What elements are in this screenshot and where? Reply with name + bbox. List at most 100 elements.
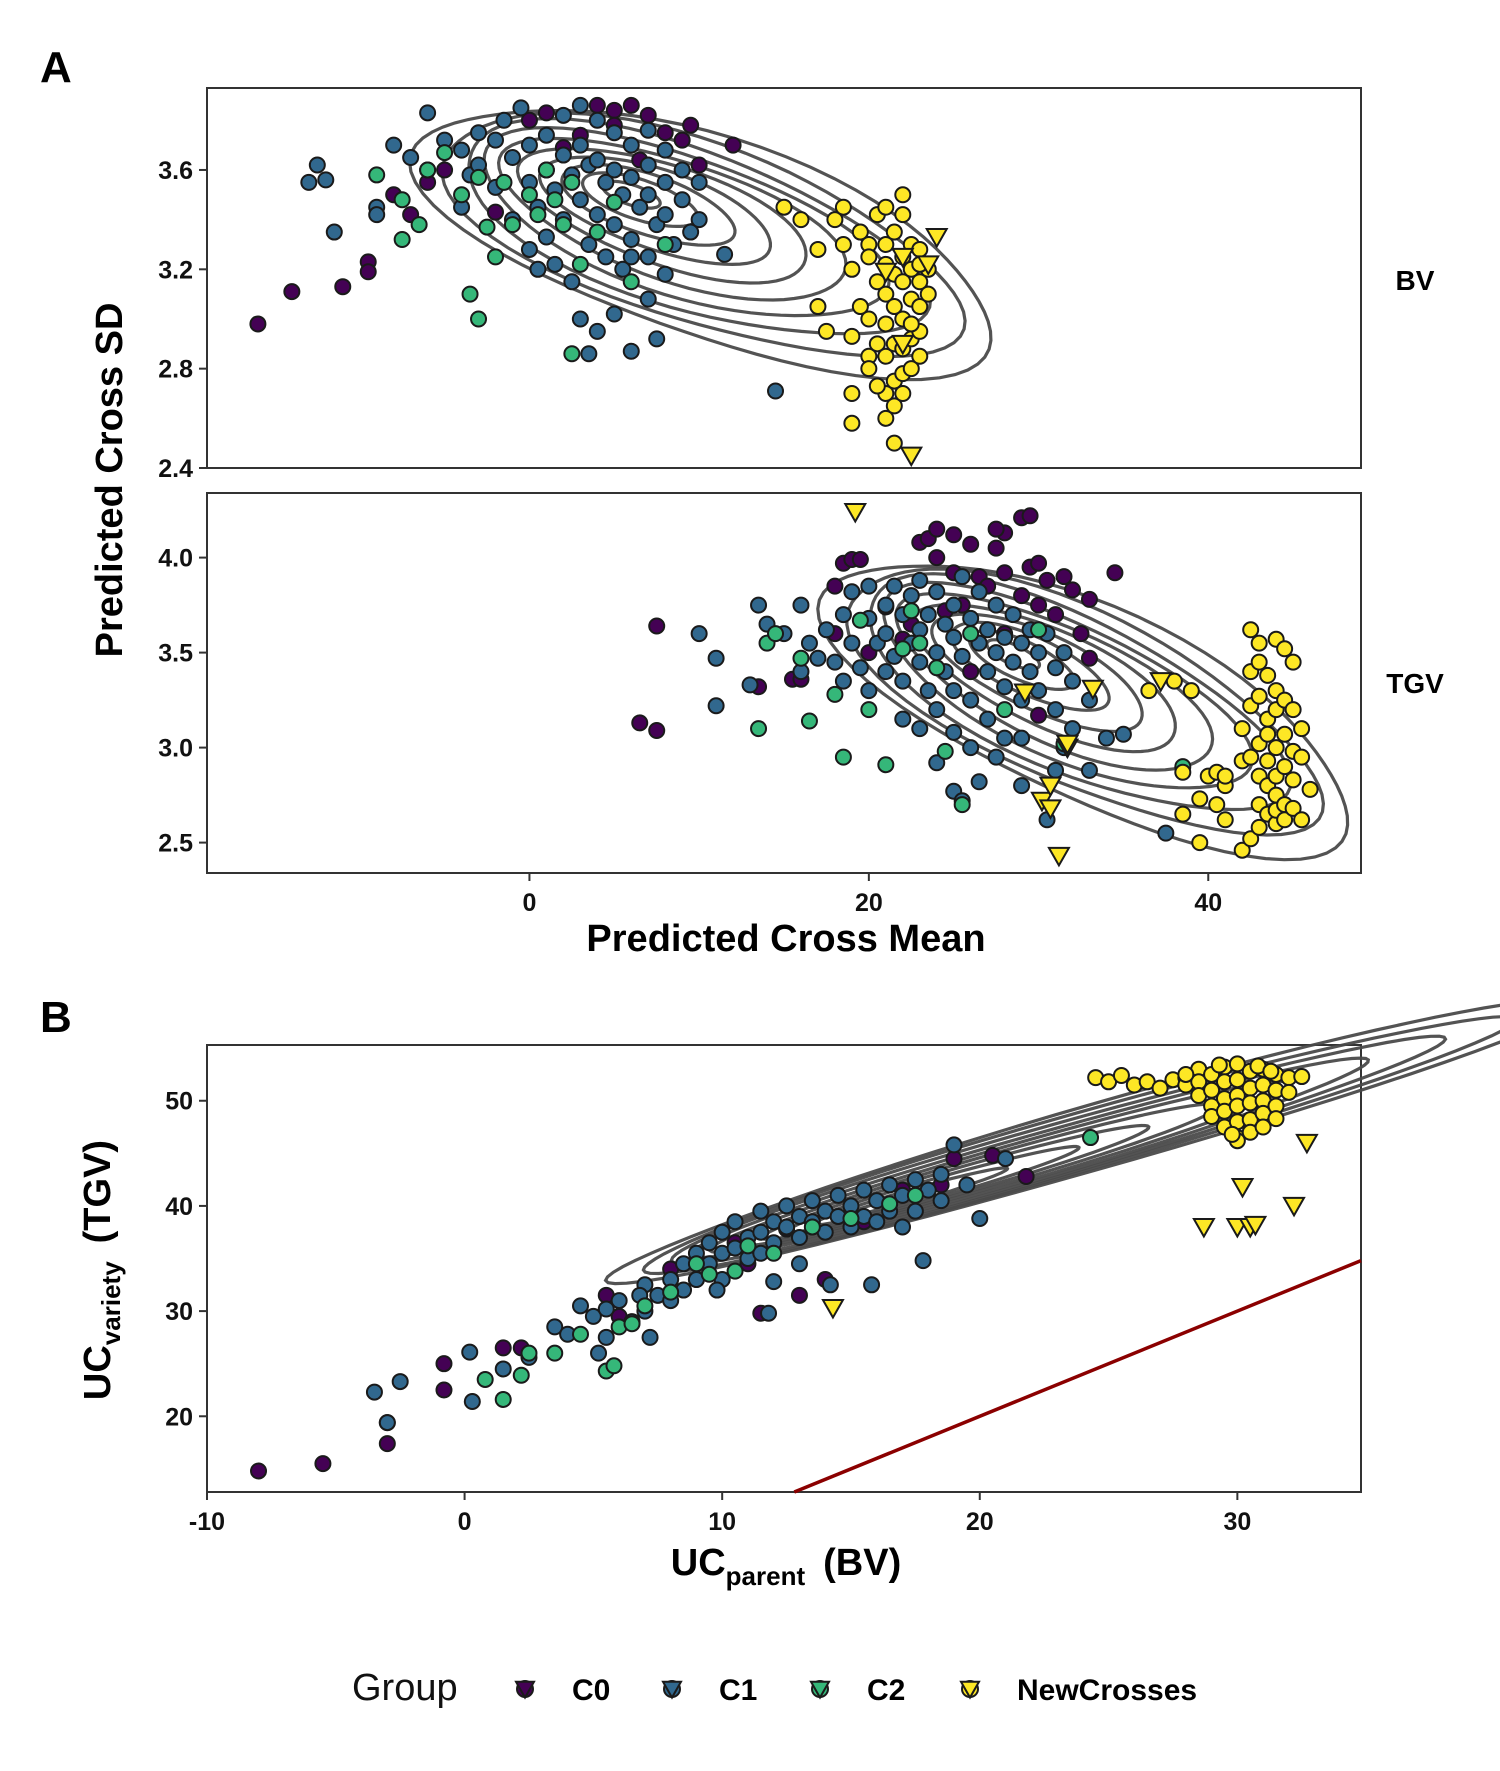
tgv-point-c1 bbox=[1004, 606, 1022, 624]
tgv-point-newcrosses bbox=[1284, 701, 1302, 719]
bv-point-c2 bbox=[546, 191, 564, 209]
tgv-point-newcrosses-triangle bbox=[1149, 672, 1173, 693]
tgv-point-newcrosses bbox=[1293, 748, 1311, 766]
bv-point-c1 bbox=[529, 260, 547, 278]
panel-a-x-tick-label: 20 bbox=[855, 889, 883, 917]
tgv-point-c2 bbox=[953, 796, 971, 814]
tgv-point-c1 bbox=[750, 596, 768, 614]
tgv-point-c1 bbox=[919, 682, 937, 700]
bv-point-c2 bbox=[622, 273, 640, 291]
panel-a-x-tick-label: 0 bbox=[522, 889, 536, 917]
tgv-point-c1 bbox=[843, 634, 861, 652]
tgv-point-c0 bbox=[987, 520, 1005, 538]
tgv-point-c1 bbox=[1097, 729, 1115, 747]
bv-point-newcrosses bbox=[834, 235, 852, 253]
panel-b-point-c1 bbox=[610, 1292, 628, 1310]
bv-point-c1 bbox=[503, 149, 521, 167]
bv-point-newcrosses bbox=[877, 198, 895, 216]
panel-b-point-c1 bbox=[945, 1136, 963, 1154]
panel-b-letter: B bbox=[40, 993, 72, 1042]
bv-point-newcrosses bbox=[877, 315, 895, 333]
tgv-contour-line bbox=[894, 591, 1215, 772]
bv-point-c1 bbox=[656, 141, 674, 159]
bv-contour-line bbox=[467, 116, 933, 336]
bv-point-c1 bbox=[580, 345, 598, 363]
facet-tgv-points bbox=[631, 503, 1319, 868]
legend-label-c1: C1 bbox=[719, 1674, 757, 1707]
panel-a-letter: A bbox=[40, 43, 72, 92]
tgv-point-c0 bbox=[928, 549, 946, 567]
tgv-point-c1 bbox=[970, 583, 988, 601]
bv-point-c1 bbox=[639, 248, 657, 266]
bv-point-c1 bbox=[308, 156, 326, 174]
bv-point-newcrosses bbox=[902, 315, 920, 333]
panel-b-point-c1 bbox=[997, 1150, 1015, 1168]
legend-title: Group bbox=[352, 1667, 458, 1709]
bv-point-c1 bbox=[580, 235, 598, 253]
panel-b-y-title-main: UC bbox=[77, 1345, 119, 1400]
panel-b-point-c2 bbox=[739, 1237, 757, 1255]
tgv-point-newcrosses-triangle bbox=[1038, 799, 1063, 820]
panel-b-x-axis: -10 0 10 20 30 bbox=[189, 1492, 1251, 1536]
panel-b-x-tick-label: 20 bbox=[966, 1508, 994, 1536]
legend-key-c2-triangle bbox=[809, 1680, 831, 1700]
tgv-y-tick-label: 4.0 bbox=[158, 545, 193, 573]
tgv-point-newcrosses-triangle bbox=[1081, 679, 1105, 701]
tgv-point-c0 bbox=[648, 617, 666, 635]
tgv-point-c1 bbox=[1047, 659, 1065, 677]
bv-point-c1 bbox=[648, 330, 666, 348]
bv-point-newcrosses bbox=[877, 409, 895, 427]
tgv-point-newcrosses bbox=[1284, 799, 1302, 817]
tgv-point-c2 bbox=[851, 611, 869, 629]
tgv-point-newcrosses bbox=[1284, 653, 1302, 671]
bv-point-c1 bbox=[571, 310, 589, 328]
tgv-point-newcrosses bbox=[1293, 811, 1311, 829]
bv-point-c1 bbox=[673, 191, 691, 209]
facet-bv-plot: 2.4 2.8 3.2 3.6 BV bbox=[158, 87, 1435, 483]
panel-b-x-axis-title: UCparent (BV) bbox=[671, 1542, 901, 1591]
tgv-point-newcrosses bbox=[1233, 841, 1251, 859]
tgv-point-c1 bbox=[962, 609, 980, 627]
bv-point-c1 bbox=[385, 136, 403, 154]
tgv-point-c0 bbox=[826, 577, 844, 595]
panel-b-plot: 20 30 40 50 -10 0 10 20 30 bbox=[165, 1003, 1500, 1536]
bv-point-newcrosses bbox=[775, 198, 793, 216]
bv-point-newcrosses bbox=[885, 397, 903, 415]
bv-contour-line bbox=[537, 155, 772, 267]
panel-b-point-c1 bbox=[708, 1281, 726, 1299]
bv-point-c1 bbox=[767, 382, 785, 400]
panel-b-x-tick-label: -10 bbox=[189, 1508, 225, 1536]
bv-point-c1 bbox=[622, 168, 640, 186]
tgv-point-c1 bbox=[970, 773, 988, 791]
bv-point-newcrosses bbox=[877, 285, 895, 303]
tgv-point-c0 bbox=[987, 539, 1005, 557]
bv-point-newcrosses bbox=[877, 347, 895, 365]
bv-point-c1 bbox=[605, 305, 623, 323]
bv-point-c1 bbox=[690, 211, 708, 229]
bv-point-c0 bbox=[690, 156, 708, 174]
bv-point-c2 bbox=[554, 216, 572, 234]
facet-bv-frame bbox=[206, 87, 1362, 469]
tgv-point-newcrosses bbox=[1191, 834, 1209, 852]
tgv-point-newcrosses bbox=[1174, 805, 1192, 823]
panel-b-point-c2 bbox=[546, 1344, 564, 1362]
tgv-point-newcrosses bbox=[1276, 758, 1294, 776]
bv-point-c2 bbox=[419, 161, 437, 179]
bv-point-newcrosses bbox=[885, 223, 903, 241]
tgv-point-c2 bbox=[996, 701, 1014, 719]
bv-point-c1 bbox=[495, 111, 513, 129]
facet-bv-y-axis: 2.4 2.8 3.2 3.6 bbox=[158, 157, 207, 483]
tgv-point-c1 bbox=[979, 663, 997, 681]
panel-b-point-c2 bbox=[572, 1325, 590, 1343]
bv-point-c2 bbox=[393, 231, 411, 249]
tgv-point-c1 bbox=[945, 628, 963, 646]
bv-point-c1 bbox=[571, 136, 589, 154]
tgv-point-c2 bbox=[936, 742, 954, 760]
bv-point-newcrosses bbox=[885, 434, 903, 452]
panel-b-x-title-sub: parent bbox=[726, 1561, 806, 1591]
bv-point-c1 bbox=[656, 265, 674, 283]
bv-point-newcrosses bbox=[809, 298, 827, 316]
tgv-point-c1 bbox=[979, 621, 997, 639]
panel-b-point-c1 bbox=[881, 1176, 899, 1194]
bv-point-newcrosses bbox=[843, 384, 861, 402]
